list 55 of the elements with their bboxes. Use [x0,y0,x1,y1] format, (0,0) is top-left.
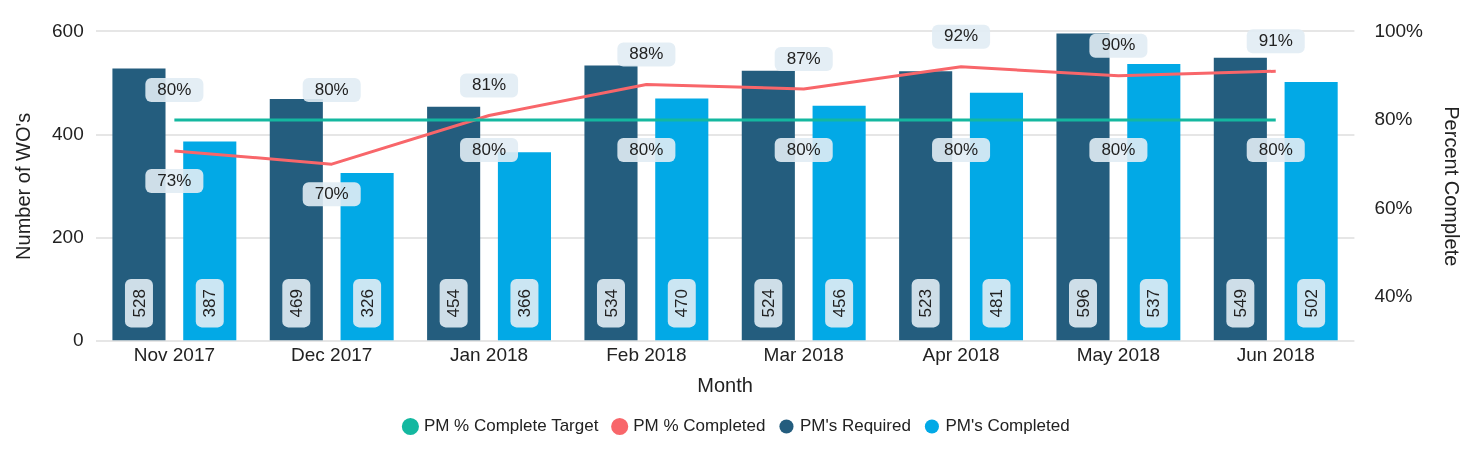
y2-tick-label: 40% [1374,285,1413,307]
y2-tick-label: 100% [1374,19,1424,41]
data-label: 80% [1101,139,1136,159]
y-tick-label: 200 [52,226,84,248]
x-tick-label: Feb 2018 [606,343,687,365]
data-label: 469 [286,289,306,318]
y-tick-label: 600 [52,19,84,41]
data-label: 70% [314,183,349,203]
data-label: 470 [672,289,692,318]
y-axis-title: Number of WO's [11,112,34,260]
data-label: 87% [786,48,821,68]
legend-label: PM % Complete Target [423,416,599,436]
y2-tick-label: 60% [1374,196,1413,218]
data-label: 80% [157,79,192,99]
data-label: 549 [1231,289,1251,318]
data-label: 528 [129,289,149,318]
data-label: 80% [472,139,507,159]
y2-axis-title: Percent Complete [1441,106,1464,267]
x-tick-label: Apr 2018 [922,343,1000,365]
data-label: 80% [314,79,349,99]
data-label: 80% [944,139,979,159]
data-label: 387 [200,289,220,318]
x-tick-label: Mar 2018 [763,343,844,365]
data-label: 596 [1073,289,1093,318]
data-label: 502 [1301,289,1321,318]
y-tick-label: 400 [52,122,84,144]
data-label: 88% [629,44,664,64]
x-tick-label: Jun 2018 [1236,343,1315,365]
data-label: 80% [786,139,821,159]
data-label: 456 [829,289,849,318]
x-tick-label: Dec 2017 [291,343,373,365]
data-label: 81% [472,75,507,95]
data-label: 73% [157,170,192,190]
legend-label: PM's Completed [945,416,1070,436]
legend-label: PM's Required [799,416,911,436]
data-label: 523 [916,289,936,318]
data-label: 80% [1258,139,1293,159]
x-tick-label: Jan 2018 [449,343,529,365]
x-axis-title: Month [697,373,753,396]
data-label: 80% [629,139,664,159]
data-label: 481 [987,289,1007,318]
data-label: 524 [759,289,779,318]
data-label: 92% [944,26,979,46]
x-tick-label: Nov 2017 [133,343,216,365]
data-label: 534 [601,289,621,318]
data-label: 91% [1258,30,1293,50]
data-label: 454 [444,289,464,318]
legend-label: PM % Completed [633,416,766,436]
x-tick-label: May 2018 [1076,343,1161,365]
data-label: 366 [515,289,535,318]
data-label: 90% [1101,35,1136,55]
y2-tick-label: 80% [1374,108,1413,130]
data-label: 326 [357,289,377,318]
data-label: 537 [1144,289,1164,318]
y-tick-label: 0 [73,329,84,351]
